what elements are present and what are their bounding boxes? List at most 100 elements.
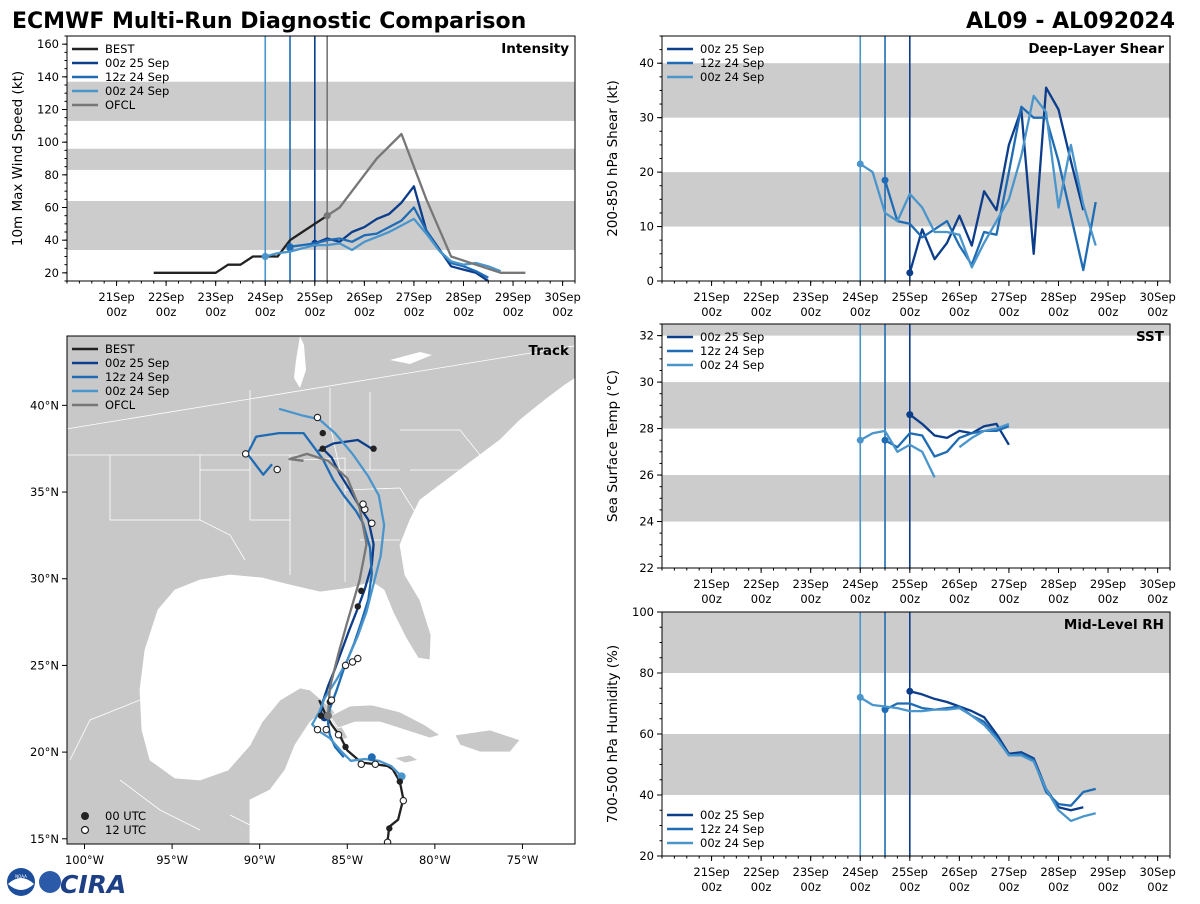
shear-xtick-hour-1: 00z [751,305,772,319]
track-init-point-run_00z24 [397,772,406,781]
sst-xtick-hour-1: 00z [751,592,772,606]
shear-xtick-day-2: 23Sep [793,290,829,304]
shear-xtick-day-6: 27Sep [991,290,1027,304]
shear-xtick-day-4: 25Sep [892,290,928,304]
state-borders [67,388,481,831]
track-point-12z-3 [357,760,366,768]
utc-12-label: 12 UTC [105,823,146,837]
sst-xtick-hour-0: 00z [701,592,722,606]
sst-legend-label-1: 12z 24 Sep [700,344,764,358]
track-point-00z-0 [386,825,393,832]
shear-panel: 01020304021Sep00z22Sep00z23Sep00z24Sep00… [605,35,1176,319]
intensity-legend-label-3: 00z 24 Sep [105,84,169,98]
track-point-00z-2 [342,743,349,751]
sst-band-1 [662,382,1170,429]
sst-ytick-label-3: 28 [639,422,654,436]
intensity-series-run_12z24-2 [289,206,489,279]
sst-xtick-day-7: 28Sep [1040,577,1076,591]
storm-id-title: AL09 - AL092024 [966,9,1175,34]
sst-ytick-label-2: 26 [639,468,654,482]
intensity-xtick-hour-5: 00z [354,305,375,319]
track-ytick-label-4: 35°N [30,485,59,499]
track-point-12z-0 [383,838,392,844]
shear-series-run_00z24-2 [859,94,1097,269]
intensity-start-marker-run_12z24 [286,243,294,251]
track-point-12z-14 [313,413,322,422]
sst-legend-label-2: 00z 24 Sep [700,358,764,372]
sst-xtick-day-1: 22Sep [743,577,779,591]
shear-xtick-day-5: 26Sep [941,290,977,304]
land-lake-michigan [294,336,306,388]
shear-start-marker-run_00z25 [906,269,914,277]
rh-start-marker-run_00z24 [856,693,864,701]
shear-band-1 [662,63,1170,118]
rh-ytick-label-4: 100 [632,605,654,619]
land-us-mexico [67,336,575,844]
intensity-ytick-label-6: 140 [37,70,59,84]
sst-xtick-day-5: 26Sep [941,577,977,591]
rh-series-run_12z24-1 [884,702,1096,807]
track-line-best [318,699,405,841]
track-point-12z-7 [327,696,336,704]
intensity-xtick-hour-9: 00z [552,305,573,319]
shear-xtick-day-8: 29Sep [1090,290,1126,304]
intensity-ytick-label-3: 80 [44,168,59,182]
track-legend-label-4: OFCL [105,398,136,412]
sst-xtick-hour-5: 00z [949,592,970,606]
cira-logo: NOAA CIRA [7,868,126,899]
track-axes: 100°W 95°W 90°W 85°W 80°W 75°W 15°N 20°N 25°N 30°… [30,398,538,867]
utc-legend: 00 UTC 12 UTC [80,809,146,837]
intensity-series-best-0 [153,214,328,274]
sst-series-run_00z24-2 [859,429,936,478]
rh-legend-label-0: 00z 25 Sep [700,808,764,822]
land-jamaica [392,754,420,764]
rh-xtick-day-9: 30Sep [1139,865,1175,879]
track-xtick-label-3: 85°W [331,853,363,867]
shear-xtick-hour-2: 00z [800,305,821,319]
shear-xtick-day-7: 28Sep [1040,290,1076,304]
shear-xtick-hour-3: 00z [850,305,871,319]
track-xtick-label-2: 90°W [244,853,276,867]
rh-xtick-day-0: 21Sep [693,865,729,879]
sst-xtick-hour-2: 00z [800,592,821,606]
track-point-12z-15 [241,450,250,458]
track-ytick-label-2: 25°N [30,658,59,672]
intensity-xtick-hour-3: 00z [255,305,276,319]
shear-legend-label-2: 00z 24 Sep [700,70,764,84]
intensity-start-marker-ofcl [323,212,331,220]
figure-title: ECMWF Multi-Run Diagnostic Comparison [12,9,526,34]
intensity-xtick-day-0: 21Sep [98,290,134,304]
rh-legend-label-1: 12z 24 Sep [700,822,764,836]
rh-xtick-day-2: 23Sep [793,865,829,879]
intensity-legend-label-1: 00z 25 Sep [105,56,169,70]
utc-12-marker [80,825,90,835]
intensity-xtick-hour-1: 00z [156,305,177,319]
intensity-xtick-hour-6: 00z [404,305,425,319]
sst-panel: 22242628303221Sep00z22Sep00z23Sep00z24Se… [605,323,1176,606]
intensity-ytick-label-0: 20 [44,266,59,280]
shear-ylabel: 200-850 hPa Shear (kt) [605,80,621,237]
intensity-xtick-hour-8: 00z [503,305,524,319]
sst-xtick-hour-6: 00z [999,592,1020,606]
track-init-point-ofcl [324,711,333,720]
sst-band-0 [662,475,1170,522]
sst-start-marker-run_12z24 [881,436,889,444]
cira-logo-text: CIRA [60,870,126,899]
shear-plot-area [662,36,1170,281]
track-point-12z-2 [371,760,380,768]
sst-start-marker-run_00z25 [906,411,914,419]
track-point-12z-8 [341,661,350,670]
track-panel: 100°W 95°W 90°W 85°W 80°W 75°W 15°N 20°N 25°N 30°… [30,335,576,867]
sst-start-marker-run_00z24 [856,436,864,444]
sst-xtick-day-2: 23Sep [793,577,829,591]
shear-series-run_00z25-0 [908,86,1085,274]
shear-xtick-hour-6: 00z [999,305,1020,319]
sst-xtick-day-8: 29Sep [1090,577,1126,591]
shear-start-marker-run_00z24 [856,160,864,168]
intensity-legend-label-4: OFCL [105,98,136,112]
rh-ytick-label-1: 40 [639,788,654,802]
intensity-band-2 [67,81,575,121]
shear-xtick-hour-8: 00z [1098,305,1119,319]
track-legend-label-0: BEST [105,342,135,356]
track-line-run_00z24 [278,407,403,778]
